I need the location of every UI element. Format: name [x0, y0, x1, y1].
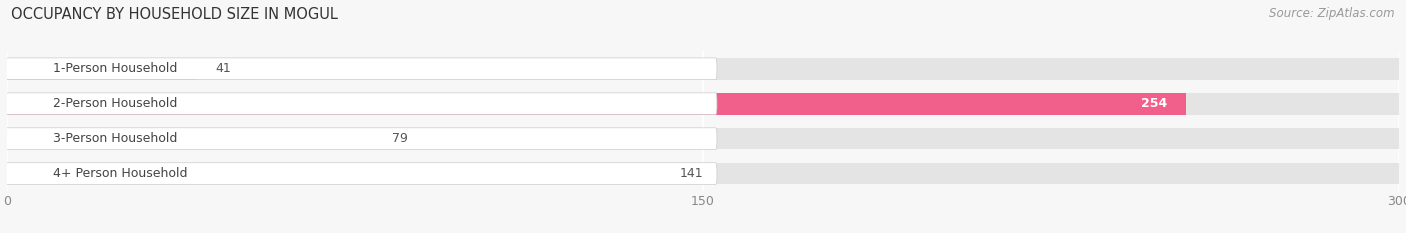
- Bar: [7, 163, 1399, 185]
- Bar: [7, 58, 197, 80]
- FancyBboxPatch shape: [0, 128, 717, 150]
- Text: 3-Person Household: 3-Person Household: [53, 132, 177, 145]
- Text: 2-Person Household: 2-Person Household: [53, 97, 177, 110]
- Text: 254: 254: [1140, 97, 1167, 110]
- Bar: [7, 93, 1185, 115]
- FancyBboxPatch shape: [0, 58, 717, 80]
- Text: 4+ Person Household: 4+ Person Household: [53, 167, 188, 180]
- Text: Source: ZipAtlas.com: Source: ZipAtlas.com: [1270, 7, 1395, 20]
- Text: 141: 141: [681, 167, 703, 180]
- Bar: [7, 128, 374, 150]
- Bar: [7, 128, 1399, 150]
- FancyBboxPatch shape: [0, 93, 717, 115]
- Bar: [7, 58, 1399, 80]
- Text: 1-Person Household: 1-Person Household: [53, 62, 177, 75]
- Text: 79: 79: [392, 132, 408, 145]
- FancyBboxPatch shape: [0, 163, 717, 185]
- Text: 41: 41: [217, 62, 232, 75]
- Text: OCCUPANCY BY HOUSEHOLD SIZE IN MOGUL: OCCUPANCY BY HOUSEHOLD SIZE IN MOGUL: [11, 7, 337, 22]
- Bar: [7, 93, 1399, 115]
- Bar: [7, 163, 661, 185]
